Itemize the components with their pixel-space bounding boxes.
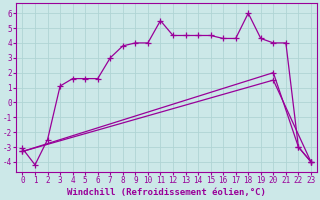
X-axis label: Windchill (Refroidissement éolien,°C): Windchill (Refroidissement éolien,°C) bbox=[67, 188, 266, 197]
